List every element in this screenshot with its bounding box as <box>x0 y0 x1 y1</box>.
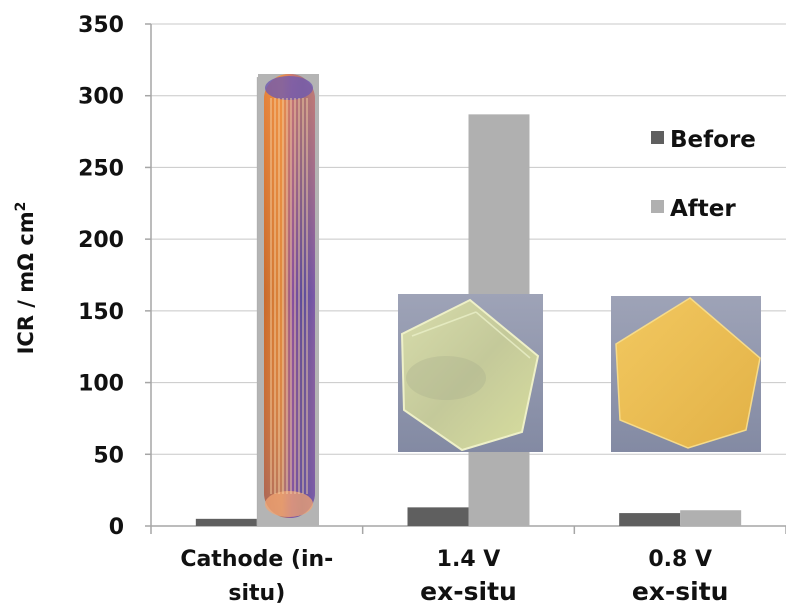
y-axis-label-text: ICR / mΩ cm <box>14 211 38 354</box>
bar-before-1 <box>407 507 469 526</box>
y-tick-label: 250 <box>78 156 124 181</box>
sample-photo-yellow <box>611 296 761 452</box>
legend-swatch-after <box>651 200 664 213</box>
bar-after-2 <box>680 510 742 526</box>
y-tick-label: 150 <box>78 300 124 325</box>
x-category-label: ex-situ <box>632 577 729 606</box>
y-tick-labels: 0 50 100 150 200 250 300 350 <box>78 13 124 540</box>
bar-before-0 <box>195 518 257 526</box>
legend-label-before: Before <box>670 127 756 153</box>
legend-swatch-before <box>651 131 664 144</box>
x-category-label: 1.4 V <box>437 547 501 572</box>
x-category-label: 0.8 V <box>648 547 712 572</box>
category-labels: Cathode (in-situ) 1.4 V ex-situ 0.8 V ex-sit… <box>180 547 728 606</box>
legend: Before After <box>651 127 756 222</box>
gridlines <box>145 23 786 534</box>
y-tick-label: 0 <box>109 515 124 540</box>
y-tick-label: 350 <box>78 13 124 38</box>
y-tick-label: 200 <box>78 228 124 253</box>
y-tick-label: 100 <box>78 372 124 397</box>
y-axis-label: ICR / mΩ cm2 <box>13 202 38 355</box>
x-category-label: ex-situ <box>420 577 517 606</box>
bar-before-2 <box>619 513 681 526</box>
legend-label-after: After <box>670 196 736 222</box>
y-axis-label-superscript: 2 <box>13 202 29 212</box>
y-tick-label: 50 <box>93 443 124 468</box>
sample-photo-pale-green <box>398 294 543 452</box>
x-category-label: situ) <box>228 581 285 606</box>
plate-photo <box>258 74 319 526</box>
y-tick-label: 300 <box>78 85 124 110</box>
x-category-label: Cathode (in- <box>180 547 333 572</box>
